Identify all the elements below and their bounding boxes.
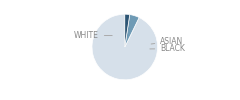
Wedge shape <box>125 15 139 47</box>
Wedge shape <box>125 14 130 47</box>
Wedge shape <box>92 14 158 80</box>
Text: ASIAN: ASIAN <box>151 37 183 46</box>
Text: WHITE: WHITE <box>74 31 112 40</box>
Text: BLACK: BLACK <box>150 44 185 53</box>
